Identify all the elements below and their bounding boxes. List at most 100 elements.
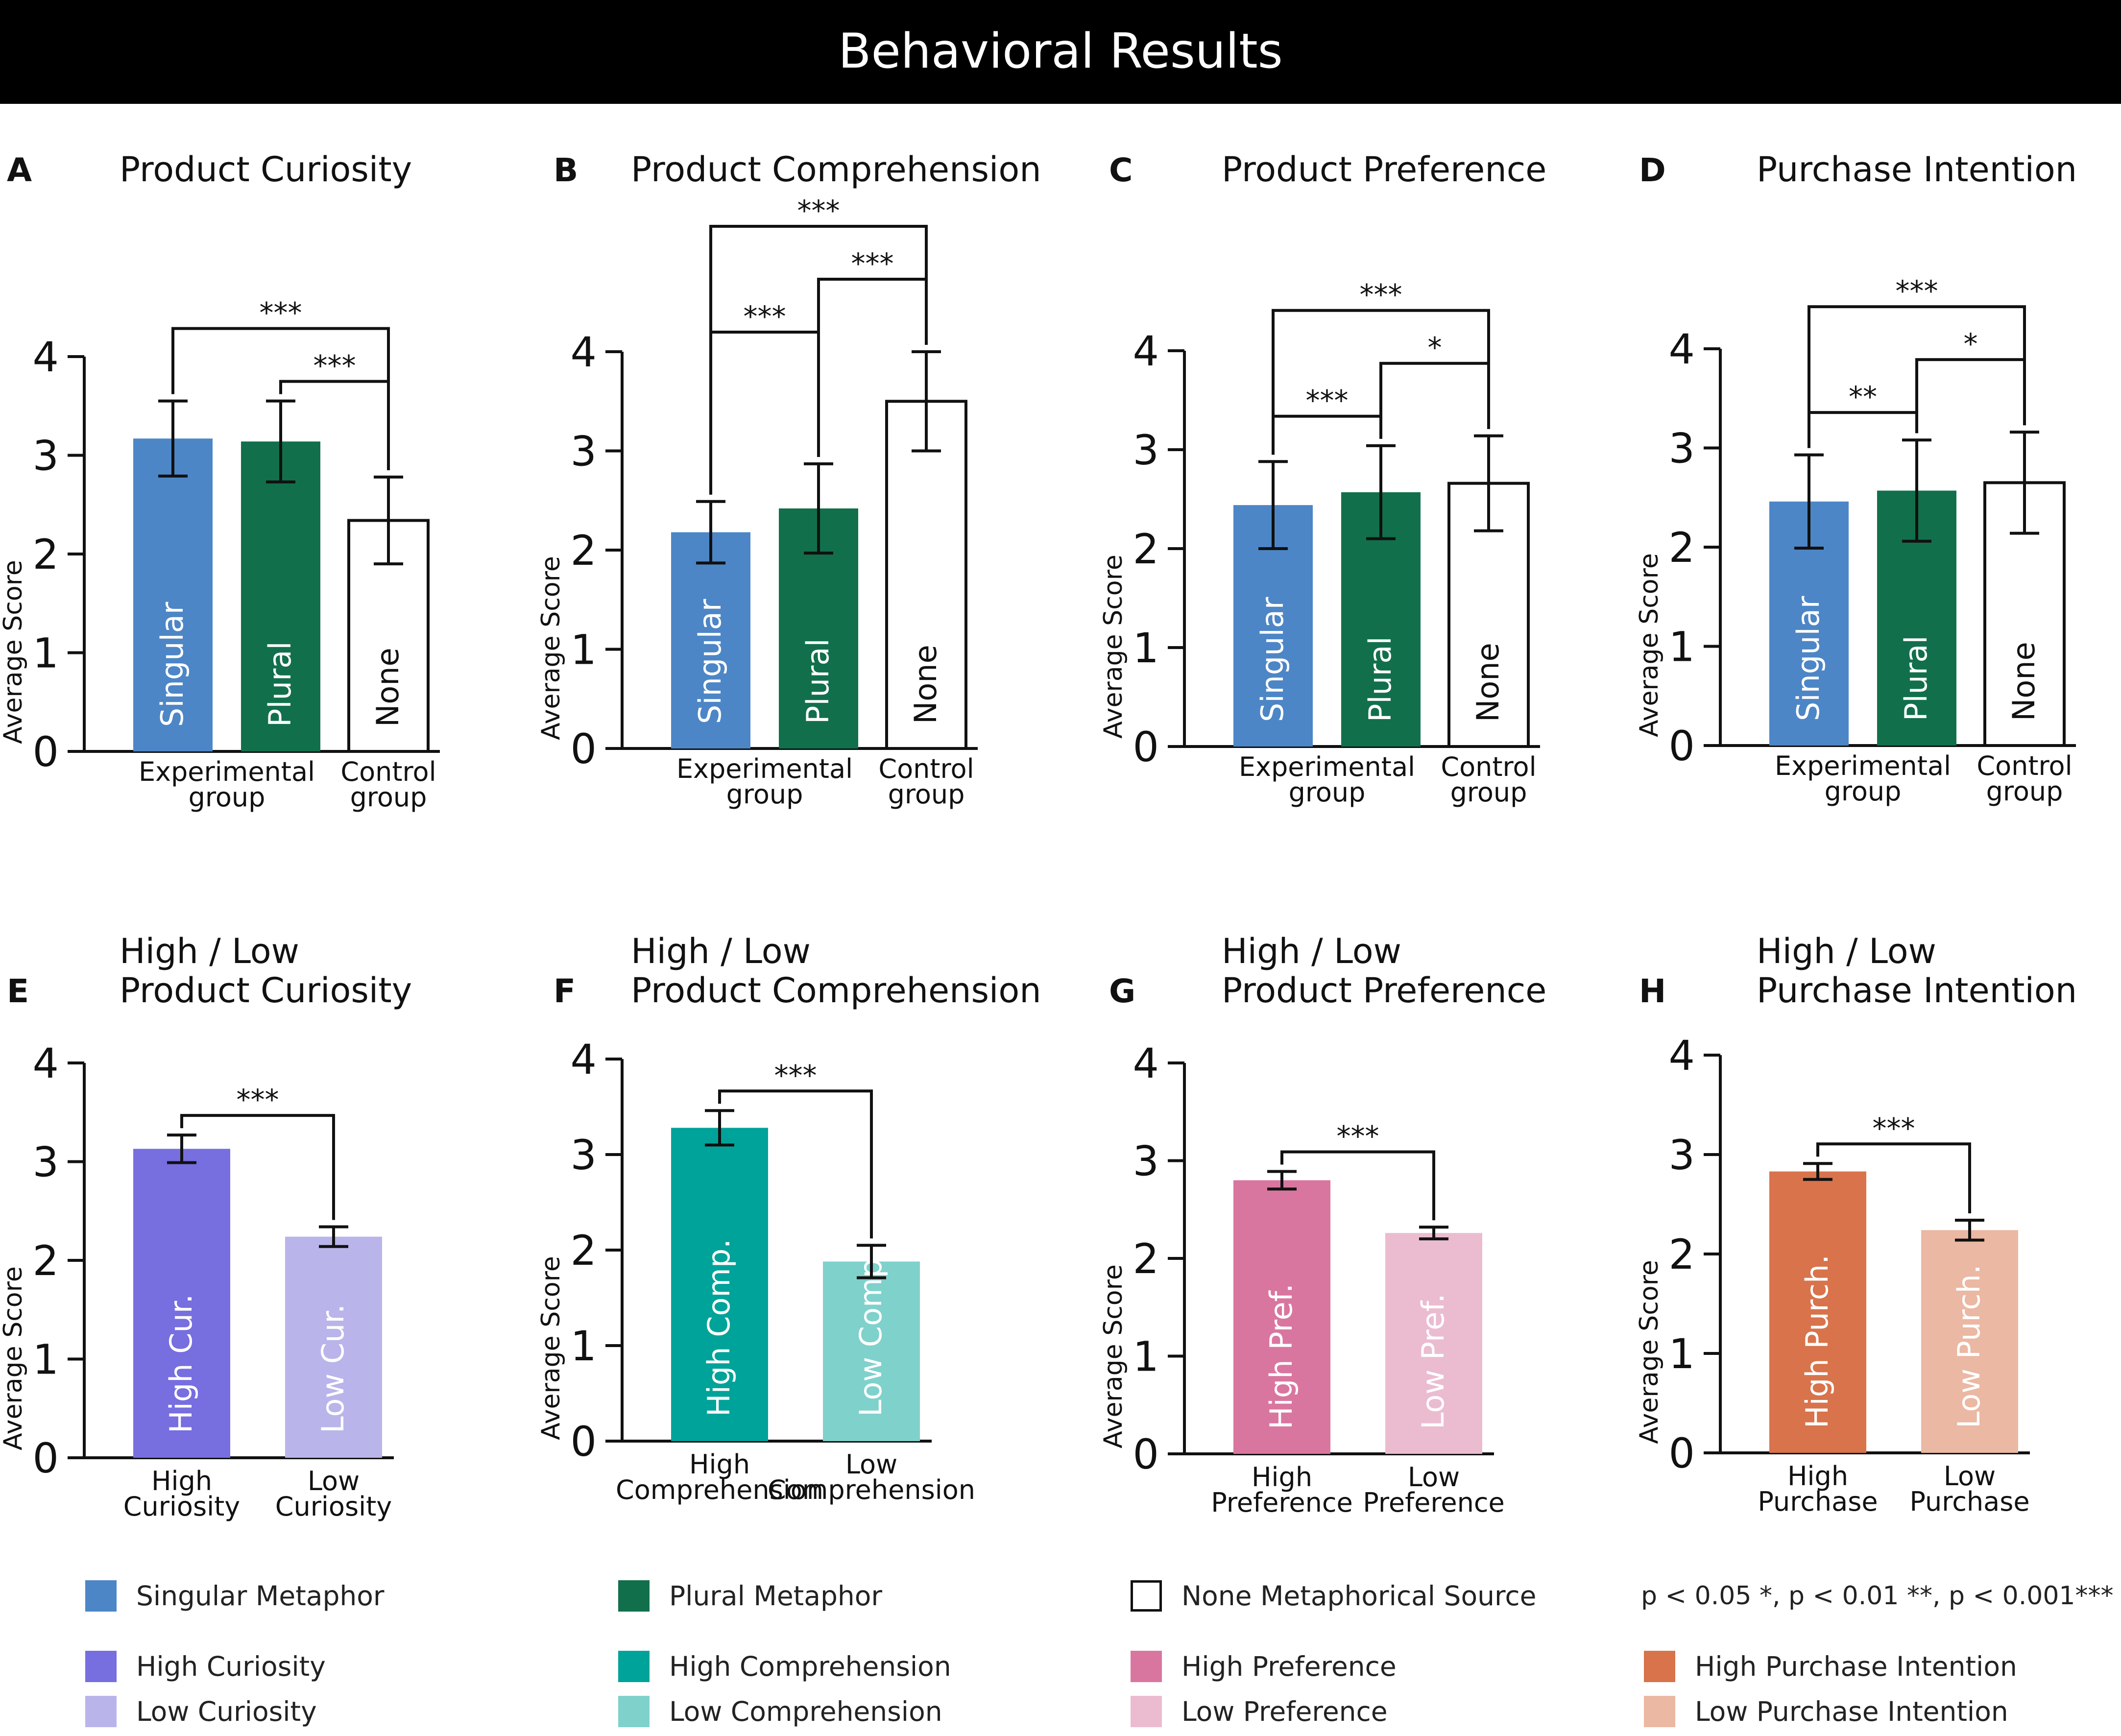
significance-stars: *** (313, 349, 356, 383)
significance-stars: *** (851, 247, 894, 280)
y-axis-label: Average Score (1099, 1264, 1128, 1448)
y-tick-label: 1 (1669, 1330, 1695, 1378)
panel-d: D Purchase Intention 0 1 2 3 4 Average Score Sin… (1635, 149, 2077, 807)
x-label-line1: High (151, 1466, 212, 1496)
panel-letter-e: E (7, 972, 29, 1010)
y-tick-label: 3 (33, 432, 59, 480)
significance-stars: *** (1873, 1111, 1915, 1145)
significance-stars: ** (1849, 380, 1877, 413)
panel-title: Product Curiosity (120, 149, 412, 190)
bar-label: Low Pref. (1415, 1294, 1451, 1429)
title-banner: Behavioral Results (0, 0, 2121, 104)
y-tick-label: 4 (571, 328, 597, 376)
y-tick-label: 0 (1133, 1430, 1159, 1478)
y-tick-label: 3 (33, 1138, 59, 1186)
panel-title: Product Curiosity (120, 970, 412, 1011)
x-label-line2: Preference (1211, 1487, 1352, 1518)
bar-singular (133, 438, 213, 751)
y-tick-label: 2 (33, 1237, 59, 1285)
y-axis-label: Average Score (536, 1256, 566, 1440)
y-tick-label: 4 (571, 1036, 597, 1084)
y-axis-label: Average Score (0, 560, 28, 744)
y-tick-label: 2 (1133, 525, 1159, 573)
figure-title: Behavioral Results (838, 24, 1283, 79)
significance-stars: *** (260, 296, 302, 330)
x-label-line2: Purchase (1758, 1486, 1878, 1517)
y-axis-label: Average Score (536, 556, 566, 740)
panel-title-line1: High / Low (631, 931, 811, 971)
x-label-line2: Curiosity (123, 1491, 240, 1522)
y-tick-label: 0 (33, 728, 59, 776)
significance-bracket (1808, 411, 1918, 448)
y-tick-label: 1 (1133, 624, 1159, 672)
significance-bracket (709, 331, 820, 495)
x-label-line1: High (689, 1449, 750, 1480)
panel-title: Product Comprehension (631, 970, 1041, 1011)
group-label-line1: Experimental (676, 753, 853, 784)
significance-bracket (1915, 358, 2026, 434)
bar-low-comp (823, 1261, 920, 1441)
significance-bracket (709, 225, 928, 495)
panel-title: Purchase Intention (1757, 149, 2077, 190)
bar-singular (671, 532, 750, 748)
group-label-line1: Control (1976, 750, 2072, 781)
group-label-line1: Control (878, 753, 974, 784)
x-label-line1: High (1787, 1461, 1848, 1492)
group-label-line2: group (726, 779, 803, 810)
y-tick-label: 3 (1133, 426, 1159, 474)
significance-stars: * (1428, 331, 1442, 364)
panel-title-line1: High / Low (1757, 931, 1936, 971)
significance-bracket (180, 1114, 335, 1220)
panel-title: Purchase Intention (1757, 970, 2077, 1011)
bar-label: Low Cur. (315, 1304, 351, 1433)
bar-label: Plural (1898, 635, 1934, 721)
significance-stars: *** (1306, 384, 1349, 417)
significance-stars: * (1964, 327, 1978, 361)
bar-label: Singular (154, 602, 190, 727)
panel-title-line1: High / Low (120, 931, 299, 971)
bar-high-purch (1769, 1171, 1866, 1453)
y-tick-label: 3 (571, 1131, 597, 1179)
group-label-line2: group (1825, 776, 1902, 807)
significance-bracket (1272, 414, 1382, 455)
significance-stars: *** (237, 1083, 279, 1116)
y-tick-label: 4 (1669, 1032, 1695, 1080)
panel-letter-f: F (554, 972, 576, 1010)
y-tick-label: 1 (33, 629, 59, 677)
x-label-line1: Low (308, 1466, 360, 1496)
y-tick-label: 0 (571, 1418, 597, 1466)
panel-letter-b: B (554, 151, 578, 189)
significance-stars: *** (1337, 1119, 1379, 1153)
significance-stars: *** (797, 194, 840, 227)
bar-low-purch (1921, 1230, 2018, 1453)
bar-plural (241, 441, 320, 751)
panel-c: C Product Preference 0 1 2 3 4 Average Score Sin… (1099, 149, 1546, 808)
bar-label: Plural (800, 638, 836, 724)
significance-bracket (718, 1089, 873, 1239)
x-label-line1: Low (1408, 1462, 1460, 1493)
bar-label: High Cur. (163, 1294, 199, 1433)
significance-bracket (1816, 1142, 1971, 1213)
y-tick-label: 4 (33, 1039, 59, 1087)
panel-title: Product Preference (1222, 149, 1546, 190)
group-label-line2: group (189, 782, 265, 813)
bar-label: Singular (692, 599, 728, 724)
panel-letter-a: A (7, 151, 32, 189)
y-tick-label: 0 (1669, 722, 1695, 770)
y-tick-label: 4 (1133, 1039, 1159, 1087)
y-axis-label: Average Score (1635, 1260, 1664, 1444)
bar-label: High Purch. (1799, 1254, 1835, 1428)
y-tick-label: 2 (1133, 1235, 1159, 1283)
group-label-line1: Control (1441, 751, 1536, 782)
y-tick-label: 1 (571, 626, 597, 674)
x-label-line2: Curiosity (275, 1491, 392, 1522)
significance-bracket (1379, 362, 1490, 439)
y-tick-label: 0 (1669, 1429, 1695, 1477)
y-tick-label: 4 (1669, 325, 1695, 373)
y-tick-label: 0 (571, 725, 597, 773)
y-tick-label: 2 (571, 1227, 597, 1275)
